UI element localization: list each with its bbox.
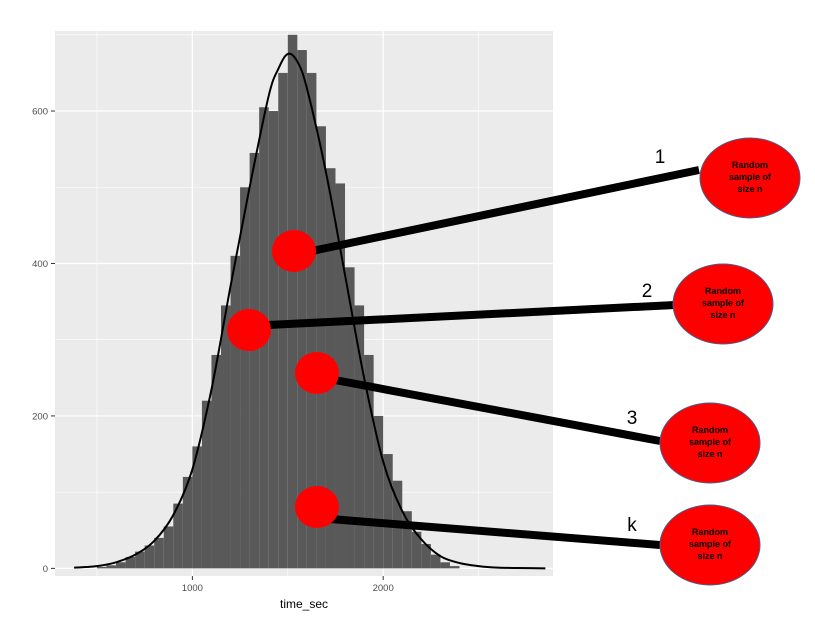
y-tick-label: 0 <box>43 564 48 575</box>
histogram-bar <box>449 566 460 569</box>
histogram-bar <box>297 50 307 569</box>
sample-ellipse <box>699 137 801 219</box>
histogram-bar <box>402 511 412 569</box>
histogram-bar <box>211 354 221 569</box>
sample-point <box>272 230 316 272</box>
histogram-bar <box>221 305 231 569</box>
histogram-bar <box>163 526 174 569</box>
histogram-bar <box>116 562 126 569</box>
sample-ellipse <box>659 504 761 586</box>
connector-line <box>334 376 661 445</box>
histogram-bar <box>287 34 298 569</box>
x-tick-label: 2000 <box>373 583 394 594</box>
sample-ellipse <box>672 263 774 345</box>
sample-annotation-2: 2 Random sample of size n <box>227 263 774 351</box>
connector-line <box>311 166 700 255</box>
x-axis-ticks: 1000 2000 <box>182 576 394 594</box>
histogram-bar <box>154 537 164 569</box>
histogram-bar <box>440 562 450 569</box>
sample-annotation-k: k Random sample of size n <box>295 486 761 586</box>
histogram-bar <box>182 476 193 569</box>
histogram-bar <box>383 454 393 569</box>
sample-ellipse-text: Random sample of size n <box>689 527 732 561</box>
sample-ellipse-text: Random sample of size n <box>729 160 772 194</box>
histogram-bar <box>345 267 355 569</box>
histogram-bar <box>240 187 250 569</box>
x-tick-label: 1000 <box>182 583 203 594</box>
sample-number-label: 2 <box>642 281 653 302</box>
histogram-bar <box>421 543 431 569</box>
histogram-bar <box>173 503 183 569</box>
histogram-bar <box>144 545 155 569</box>
sample-ellipse-text: Random sample of size n <box>689 425 732 459</box>
y-tick-label: 600 <box>32 107 48 118</box>
y-tick-label: 200 <box>32 411 48 422</box>
histogram-bar <box>354 305 365 569</box>
sample-number-label: 1 <box>655 147 666 168</box>
histogram-bar <box>316 126 326 569</box>
sample-point <box>295 352 339 394</box>
sample-point <box>227 309 271 351</box>
histogram-bar <box>268 111 279 569</box>
histogram-bar <box>125 556 136 569</box>
histogram-bar <box>373 415 384 569</box>
sample-ellipse <box>659 402 761 484</box>
y-tick-label: 400 <box>32 259 48 270</box>
histogram-bar <box>201 400 212 569</box>
histogram-bar <box>106 565 117 569</box>
histogram-bar <box>96 566 107 569</box>
sample-annotation-3: 3 Random sample of size n <box>295 352 761 484</box>
sample-annotation-1: 1 Random sample of size n <box>272 137 801 272</box>
x-axis-title: time_sec <box>280 597 328 611</box>
histogram-bar <box>364 354 374 569</box>
histogram-bar <box>249 152 260 569</box>
histogram-bar <box>192 446 202 569</box>
connector-line <box>329 515 661 549</box>
sample-annotations: 1 Random sample of size n 2 Random sample of si… <box>227 137 801 586</box>
y-axis-ticks: 0 200 400 600 <box>32 107 55 575</box>
sample-ellipse-text: Random sample of size n <box>702 286 745 320</box>
histogram-bar <box>230 255 241 569</box>
density-curve <box>74 52 546 570</box>
histogram-bar <box>335 183 346 569</box>
histogram-bar <box>411 531 422 569</box>
sample-point <box>295 486 339 528</box>
histogram-bar <box>135 551 145 569</box>
sample-number-label: 3 <box>627 408 638 429</box>
connector-line <box>267 301 676 329</box>
sample-number-label: k <box>627 515 637 536</box>
histogram-bar <box>430 554 441 569</box>
